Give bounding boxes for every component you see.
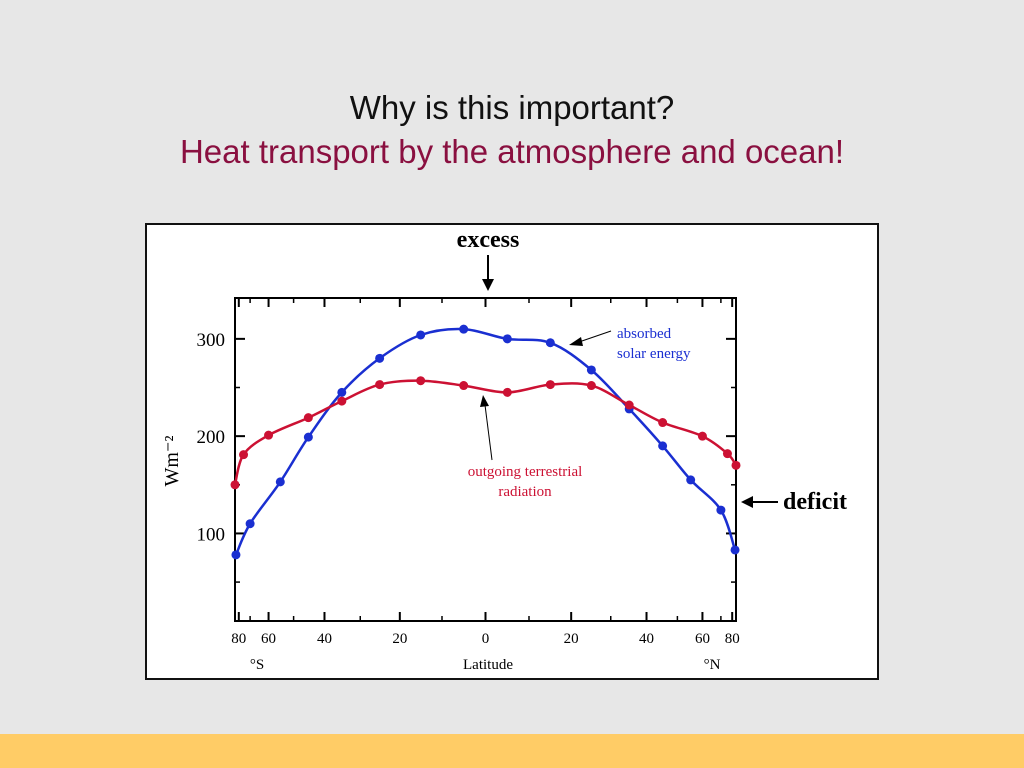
- outgoing-data-point: [459, 381, 469, 391]
- absorbed-data-point: [658, 441, 668, 451]
- absorbed-data-point: [231, 550, 241, 560]
- y-tick-label: 200: [197, 427, 226, 448]
- x-axis-label: Latitude: [463, 657, 513, 673]
- outgoing-label-line2: radiation: [498, 484, 552, 500]
- deficit-arrowhead: [741, 496, 753, 508]
- outgoing-data-point: [303, 413, 313, 423]
- absorbed-pointer-head: [569, 337, 583, 346]
- outgoing-data-point: [624, 400, 634, 410]
- y-tick-label: 100: [197, 524, 226, 545]
- outgoing-label-line1: outgoing terrestrial: [468, 464, 583, 480]
- slide-title-block: Why is this important? Heat transport by…: [0, 86, 1024, 174]
- footer-band: [0, 734, 1024, 768]
- axis-ticks: [234, 298, 737, 621]
- absorbed-data-point: [337, 387, 347, 397]
- outgoing-data-point: [658, 418, 668, 428]
- outgoing-data-point: [416, 376, 426, 386]
- absorbed-data-point: [375, 353, 385, 363]
- absorbed-label-line2: solar energy: [617, 346, 691, 362]
- outgoing-data-point: [722, 449, 732, 459]
- x-tick-label: 40: [639, 631, 654, 647]
- outgoing-data-point: [239, 450, 249, 460]
- x-tick-label: 20: [392, 631, 407, 647]
- radiation-figure: 100 200 300 80 60 40 20 0 20 40 60 80 °S °N Latitu…: [145, 223, 879, 680]
- x-tick-label: 80: [725, 631, 740, 647]
- series-layer: [230, 324, 741, 560]
- outgoing-data-point: [337, 396, 347, 406]
- absorbed-data-point: [303, 432, 313, 442]
- y-tick-label: 300: [197, 330, 226, 351]
- outgoing-pointer: [484, 404, 493, 461]
- y-tick-labels: 100 200 300: [197, 330, 226, 546]
- outgoing-data-point: [264, 430, 274, 440]
- outgoing-data-point: [545, 380, 555, 390]
- absorbed-series-line: [234, 327, 737, 556]
- x-tick-label: 60: [261, 631, 276, 647]
- x-tick-label: 80: [231, 631, 246, 647]
- outgoing-data-point: [731, 460, 741, 470]
- y-axis-label: Wm⁻²: [161, 436, 183, 487]
- absorbed-data-point: [502, 334, 512, 344]
- outgoing-pointer-head: [480, 395, 489, 407]
- absorbed-data-point: [459, 324, 469, 334]
- outgoing-series-line: [233, 379, 738, 486]
- north-label: °N: [704, 657, 721, 673]
- south-label: °S: [250, 657, 264, 673]
- slide-subtitle: Heat transport by the atmosphere and oce…: [179, 133, 845, 170]
- absorbed-data-point: [545, 338, 555, 348]
- outgoing-data-point: [230, 480, 240, 490]
- absorbed-data-point: [730, 545, 740, 555]
- outgoing-data-point: [375, 380, 385, 390]
- outgoing-data-point: [502, 387, 512, 397]
- excess-label: excess: [457, 227, 520, 253]
- x-tick-label: 40: [317, 631, 332, 647]
- x-tick-label: 60: [695, 631, 710, 647]
- absorbed-data-point: [716, 505, 726, 515]
- x-tick-label: 0: [482, 631, 490, 647]
- outgoing-data-point: [586, 381, 596, 391]
- outgoing-data-point: [697, 431, 707, 441]
- x-tick-label: 20: [564, 631, 579, 647]
- absorbed-data-point: [275, 477, 285, 487]
- absorbed-data-point: [416, 330, 426, 340]
- absorbed-pointer: [578, 330, 612, 343]
- slide-title: Why is this important?: [349, 89, 675, 126]
- absorbed-data-point: [245, 519, 255, 529]
- absorbed-label-line1: absorbed: [617, 326, 672, 342]
- absorbed-data-point: [586, 365, 596, 375]
- deficit-label: deficit: [783, 489, 847, 515]
- excess-arrowhead: [482, 279, 494, 291]
- absorbed-data-point: [686, 475, 696, 485]
- x-tick-labels: 80 60 40 20 0 20 40 60 80: [231, 631, 739, 647]
